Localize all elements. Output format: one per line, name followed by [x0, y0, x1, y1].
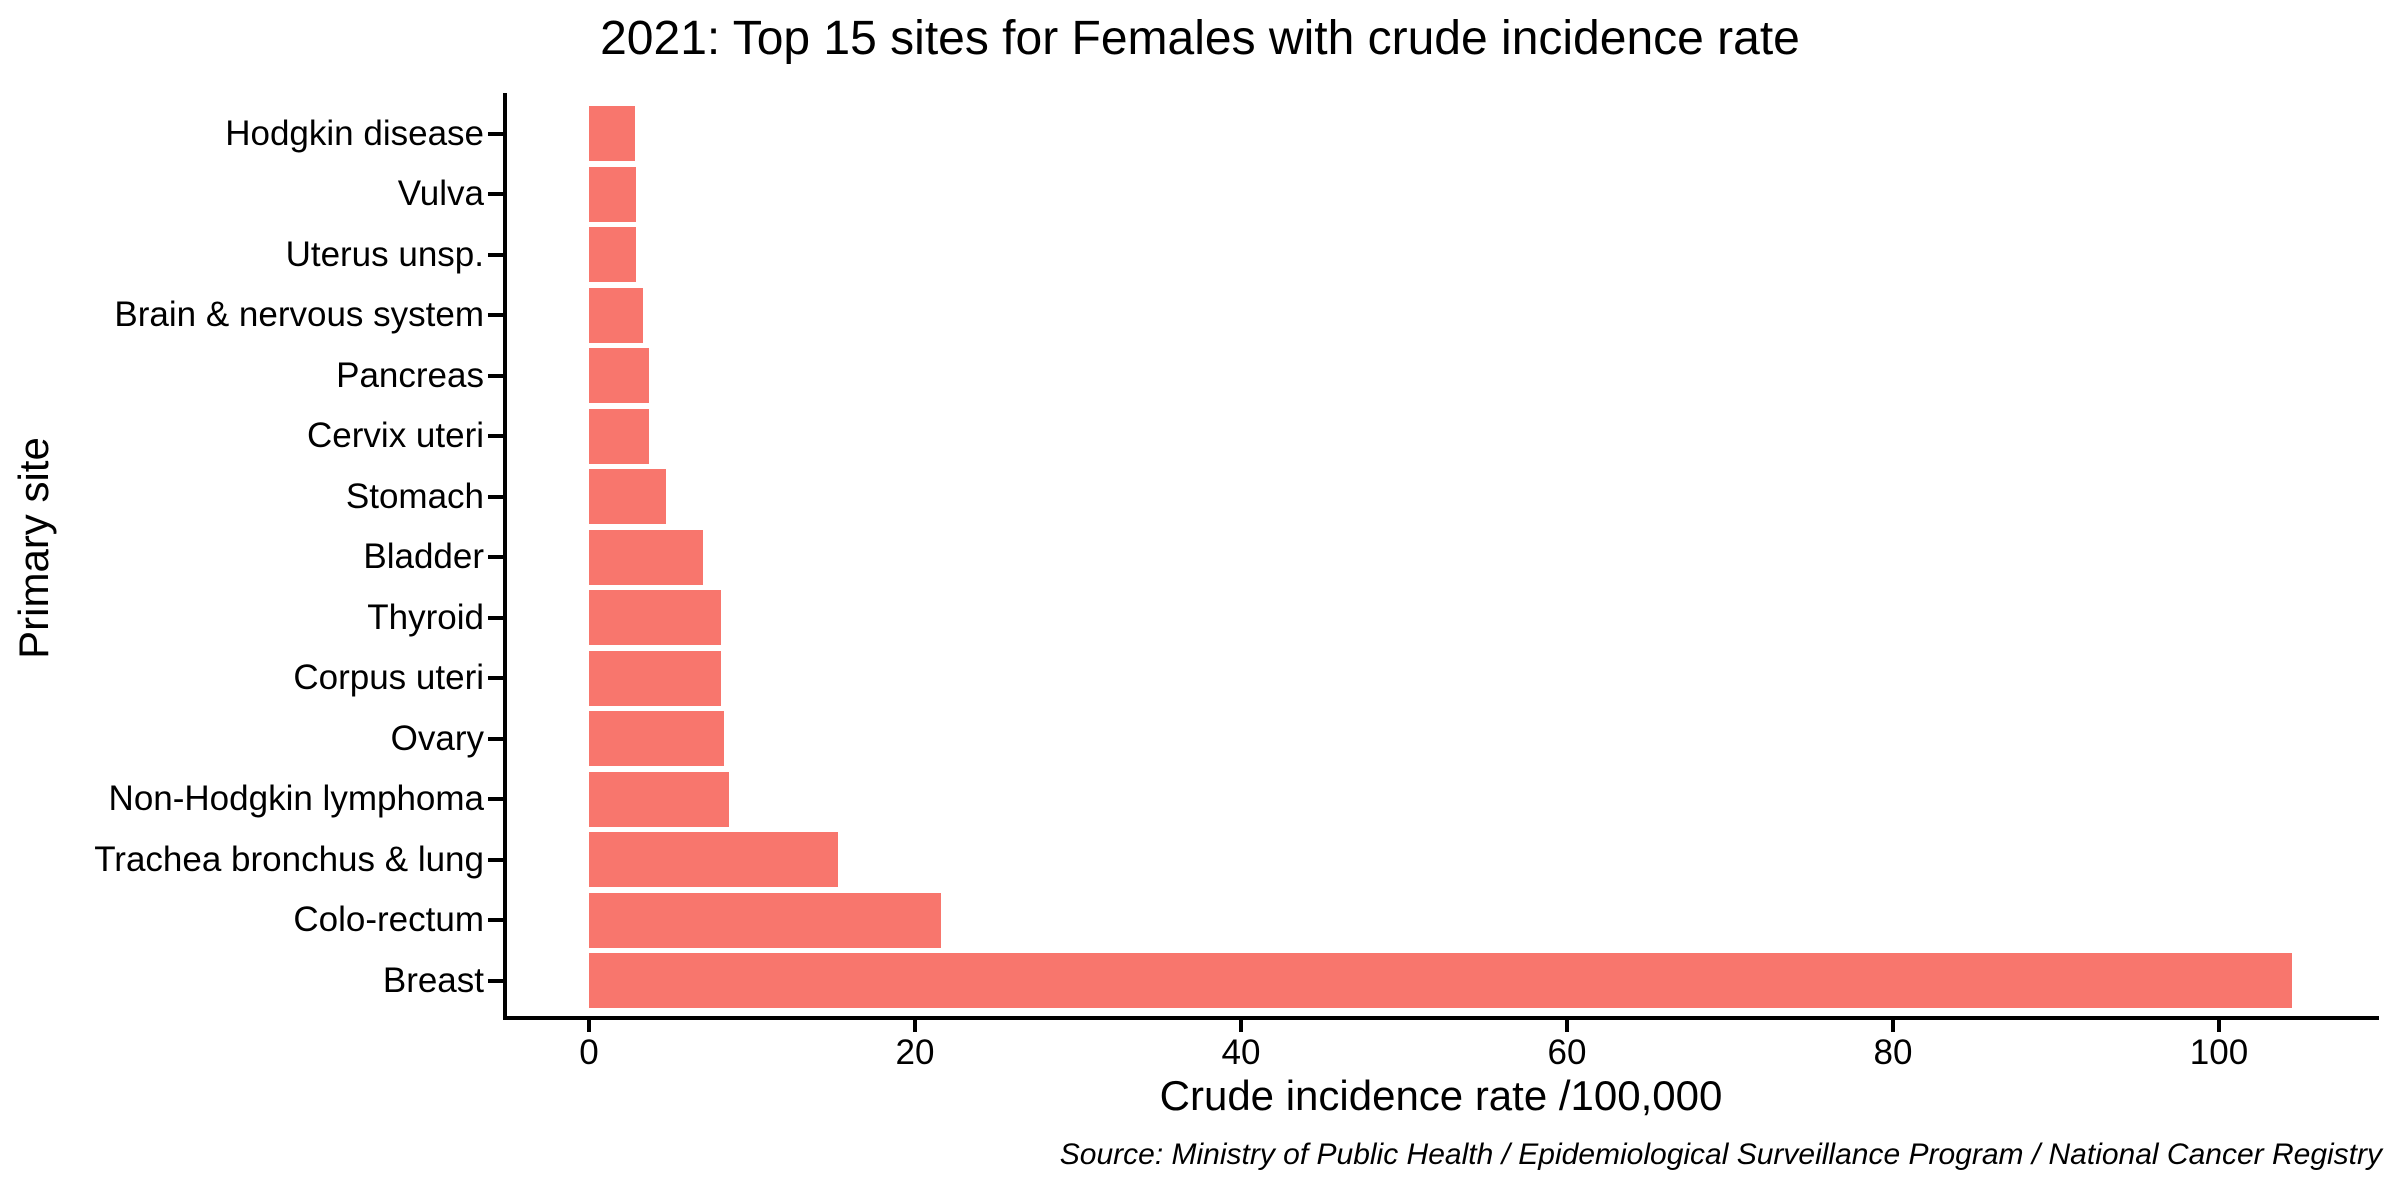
y-axis-tick-label: Cervix uteri — [307, 416, 484, 455]
x-axis-tick — [587, 1020, 591, 1032]
y-axis-tick-label: Thyroid — [367, 597, 484, 637]
bar — [589, 953, 2293, 1008]
y-axis-tick-label: Brain & nervous system — [114, 295, 484, 334]
bar — [589, 529, 704, 585]
bar — [589, 469, 666, 524]
bar — [589, 408, 650, 464]
y-axis-tick — [488, 252, 503, 257]
y-axis-tick — [488, 192, 503, 196]
y-axis-tick — [488, 797, 503, 801]
y-axis-tick — [488, 555, 503, 559]
bar — [589, 650, 721, 706]
y-axis-tick — [488, 313, 503, 317]
y-axis-line — [503, 93, 507, 1020]
y-axis-tick — [488, 494, 503, 499]
y-axis-tick-label: Ovary — [390, 718, 484, 758]
x-axis-tick — [2217, 1020, 2221, 1032]
bar — [589, 227, 637, 282]
bar — [589, 832, 839, 887]
y-axis-tick-label: Bladder — [363, 537, 484, 576]
y-axis-tick-label: Stomach — [345, 476, 484, 516]
x-axis-tick-label: 0 — [579, 1033, 599, 1072]
x-axis-tick-label: 100 — [2189, 1033, 2249, 1072]
y-axis-tick — [488, 736, 503, 741]
y-axis-tick — [488, 615, 503, 620]
y-axis-tick-label: Trachea bronchus & lung — [94, 839, 484, 879]
x-axis-tick — [1239, 1020, 1243, 1032]
y-axis-tick — [488, 918, 503, 922]
x-axis-tick-label: 40 — [1221, 1033, 1261, 1072]
bar — [589, 106, 635, 161]
x-axis-tick-label: 80 — [1873, 1033, 1913, 1072]
y-axis-tick — [488, 434, 503, 438]
x-axis-title: Crude incidence rate /100,000 — [1159, 1072, 1723, 1119]
bar — [589, 166, 637, 222]
y-axis-tick-label: Uterus unsp. — [285, 234, 484, 274]
x-axis-tick — [1565, 1020, 1569, 1032]
chart-title: 2021: Top 15 sites for Females with crud… — [600, 12, 1800, 65]
y-axis-tick-label: Corpus uteri — [293, 658, 484, 697]
bar — [589, 348, 650, 403]
y-axis-tick-label: Non-Hodgkin lymphoma — [108, 779, 484, 818]
y-axis-tick — [488, 857, 503, 862]
bar — [589, 590, 721, 645]
x-axis-tick-label: 60 — [1547, 1033, 1587, 1072]
y-axis-tick — [488, 978, 503, 983]
y-axis-tick — [488, 373, 503, 378]
x-axis-tick — [913, 1020, 917, 1032]
bar — [589, 711, 725, 766]
y-axis-tick — [488, 131, 503, 136]
y-axis-tick-label: Vulva — [397, 174, 484, 213]
bar — [589, 287, 643, 343]
y-axis-tick — [488, 676, 503, 680]
x-axis-line — [503, 1016, 2379, 1020]
bar — [589, 771, 730, 827]
y-axis-tick-label: Breast — [382, 960, 484, 1000]
y-axis-tick-label: Colo-rectum — [293, 900, 484, 939]
y-axis-tick-label: Pancreas — [336, 355, 484, 395]
x-axis-tick — [1891, 1020, 1895, 1032]
source-note: Source: Ministry of Public Health / Epid… — [1059, 1138, 2382, 1171]
bar — [589, 892, 942, 948]
y-axis-tick-label: Hodgkin disease — [225, 113, 484, 153]
x-axis-tick-label: 20 — [895, 1033, 935, 1072]
